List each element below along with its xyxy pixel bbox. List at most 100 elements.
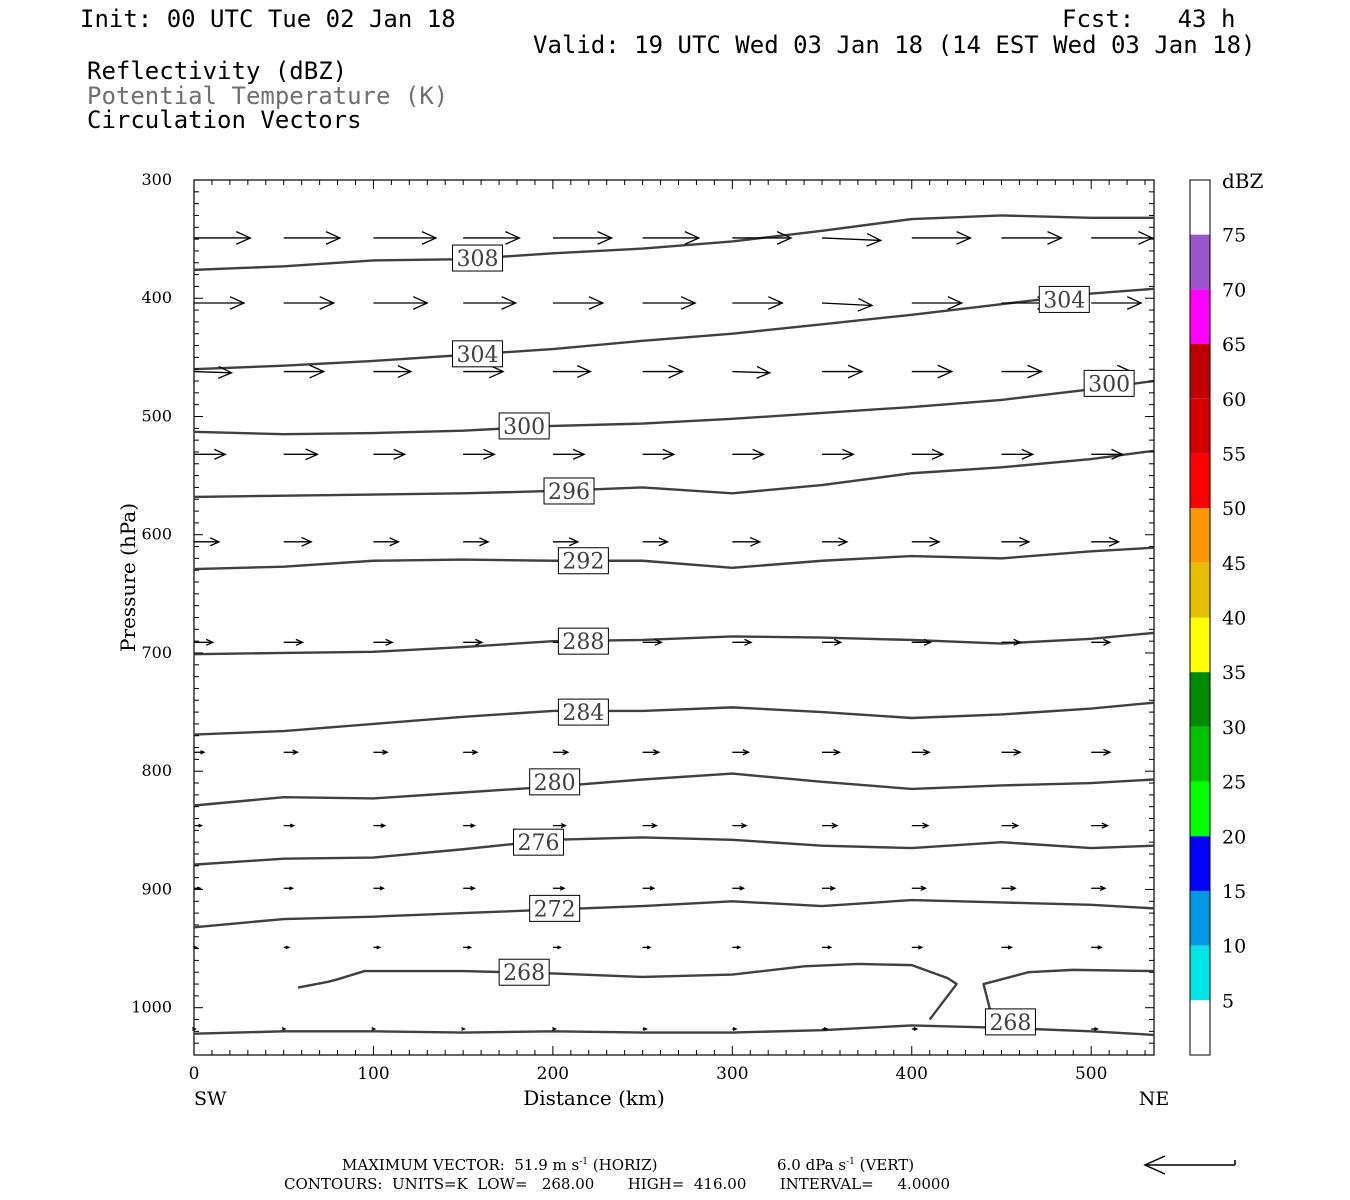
contour-label: 300 xyxy=(498,412,550,440)
y-tick-label: 400 xyxy=(141,288,172,307)
circulation-vector xyxy=(463,364,505,379)
theta-contour-276 xyxy=(193,836,1155,866)
svg-text:300: 300 xyxy=(503,415,545,440)
plot-frame xyxy=(193,179,1155,1056)
circulation-vector xyxy=(191,1027,197,1031)
circulation-vector xyxy=(1091,231,1155,245)
colorbar-swatch xyxy=(1190,1000,1210,1055)
circulation-vector xyxy=(283,296,336,310)
circulation-vector xyxy=(283,231,342,245)
svg-text:292: 292 xyxy=(562,550,604,575)
colorbar-label: 55 xyxy=(1222,443,1246,465)
circulation-vector xyxy=(552,885,566,891)
svg-text:268: 268 xyxy=(503,961,545,986)
circulation-vector xyxy=(1001,945,1014,950)
circulation-vector xyxy=(642,231,701,245)
circulation-vector xyxy=(463,823,476,828)
x-endpoint-left: SW xyxy=(194,1088,227,1110)
theta-contour-304 xyxy=(193,287,1155,371)
circulation-vector xyxy=(642,822,658,829)
circulation-vector xyxy=(1001,748,1022,756)
circulation-vector xyxy=(642,296,697,310)
y-tick-label: 500 xyxy=(141,406,172,425)
circulation-vector xyxy=(371,1027,377,1031)
x-tick-label: 400 xyxy=(896,1064,928,1084)
circulation-vector xyxy=(373,296,429,310)
circulation-vector xyxy=(281,1027,287,1031)
circulation-vector xyxy=(552,1027,557,1031)
x-tick-label: 200 xyxy=(537,1064,569,1084)
circulation-vector xyxy=(642,885,656,891)
circulation-vector xyxy=(642,638,663,646)
circulation-vector xyxy=(732,822,748,829)
svg-text:304: 304 xyxy=(1043,288,1085,313)
contour-label: 296 xyxy=(543,477,595,505)
circulation-vector xyxy=(373,537,401,547)
colorbar-swatch xyxy=(1190,180,1210,235)
circulation-vector xyxy=(463,537,490,547)
x-endpoint-right: NE xyxy=(1139,1088,1170,1110)
circulation-vector xyxy=(642,364,685,379)
circulation-vector xyxy=(283,448,320,461)
circulation-vector xyxy=(642,945,652,950)
forecast-hour: Fcst: 43 h xyxy=(1062,5,1236,33)
circulation-vector xyxy=(822,297,874,312)
contour-label: 308 xyxy=(452,244,504,272)
colorbar-swatch xyxy=(1190,508,1210,563)
theta-contour-272 xyxy=(193,898,1155,929)
y-tick-label: 800 xyxy=(141,761,172,780)
circulation-vector xyxy=(822,232,883,247)
svg-text:288: 288 xyxy=(562,630,604,655)
theta-contour-268 xyxy=(982,968,1155,1020)
circulation-vector xyxy=(911,231,973,245)
theta-contour-308 xyxy=(193,214,1154,272)
svg-text:304: 304 xyxy=(457,343,499,368)
contour-label: 268 xyxy=(498,958,550,986)
circulation-vector xyxy=(822,945,833,950)
contour-label: 268 xyxy=(984,1008,1036,1036)
contour-label: 280 xyxy=(529,768,581,796)
y-tick-label: 600 xyxy=(141,525,172,544)
circulation-vector xyxy=(373,945,382,950)
circulation-vector xyxy=(283,886,295,891)
circulation-vector xyxy=(911,448,945,460)
max-vertical-note: 6.0 dPa s-1 (VERT) xyxy=(777,1156,915,1174)
circulation-vector xyxy=(911,364,954,379)
svg-text:268: 268 xyxy=(989,1011,1031,1036)
valid-time: Valid: 19 UTC Wed 03 Jan 18 (14 EST Wed … xyxy=(533,31,1256,59)
circulation-vector xyxy=(283,364,326,379)
circulation-vector xyxy=(194,448,227,460)
contour-label: 272 xyxy=(529,894,581,922)
circulation-vector xyxy=(552,448,586,460)
circulation-vector xyxy=(552,749,570,756)
theta-contour-280 xyxy=(193,772,1155,807)
circulation-vector xyxy=(732,1027,738,1031)
colorbar-swatch xyxy=(1190,726,1210,782)
circulation-vector xyxy=(642,537,670,547)
theta-contour-284 xyxy=(193,701,1155,736)
circulation-vector xyxy=(642,1027,648,1031)
circulation-vector xyxy=(1001,364,1044,379)
circulation-vector xyxy=(822,364,864,379)
y-tick-label: 700 xyxy=(141,643,172,662)
contour-label: 300 xyxy=(1083,369,1135,397)
circulation-vector xyxy=(732,448,766,460)
circulation-vector xyxy=(194,231,252,245)
contour-label: 292 xyxy=(557,547,609,575)
circulation-vector xyxy=(373,365,413,379)
circulation-vector xyxy=(732,885,746,891)
circulation-vector xyxy=(283,749,300,756)
colorbar-label: 60 xyxy=(1222,389,1246,411)
circulation-vector xyxy=(1091,822,1110,829)
circulation-vector xyxy=(1091,885,1107,892)
circulation-vector xyxy=(283,945,291,950)
svg-text:300: 300 xyxy=(1088,372,1130,397)
contour-label: 276 xyxy=(513,828,565,856)
colorbar-swatch xyxy=(1190,289,1210,345)
circulation-vector xyxy=(283,823,296,828)
svg-text:280: 280 xyxy=(534,771,576,796)
circulation-vector xyxy=(373,638,394,646)
x-tick-label: 0 xyxy=(189,1064,200,1084)
colorbar-swatch xyxy=(1190,398,1210,454)
